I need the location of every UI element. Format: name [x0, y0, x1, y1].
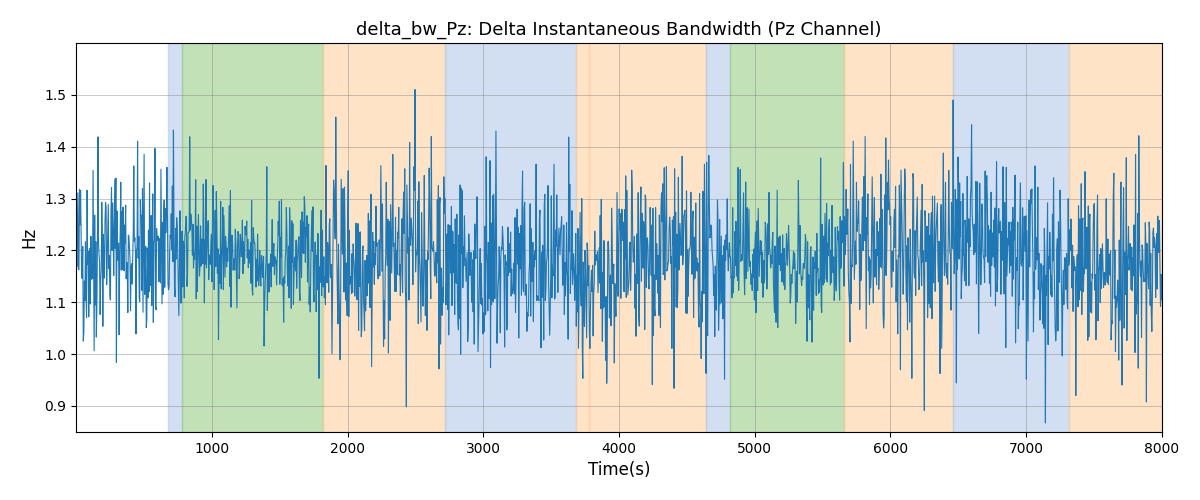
Bar	[445, 43, 576, 432]
Bar	[589, 43, 706, 432]
Bar	[576, 43, 589, 432]
Bar	[182, 43, 323, 432]
Bar	[953, 43, 1069, 432]
Title: delta_bw_Pz: Delta Instantaneous Bandwidth (Pz Channel): delta_bw_Pz: Delta Instantaneous Bandwid…	[356, 21, 882, 39]
Bar	[168, 43, 182, 432]
Bar	[844, 43, 953, 432]
Bar	[323, 43, 445, 432]
Bar	[706, 43, 730, 432]
Bar	[730, 43, 844, 432]
X-axis label: Time(s): Time(s)	[588, 461, 650, 479]
Y-axis label: Hz: Hz	[20, 227, 38, 248]
Bar	[1069, 43, 1162, 432]
